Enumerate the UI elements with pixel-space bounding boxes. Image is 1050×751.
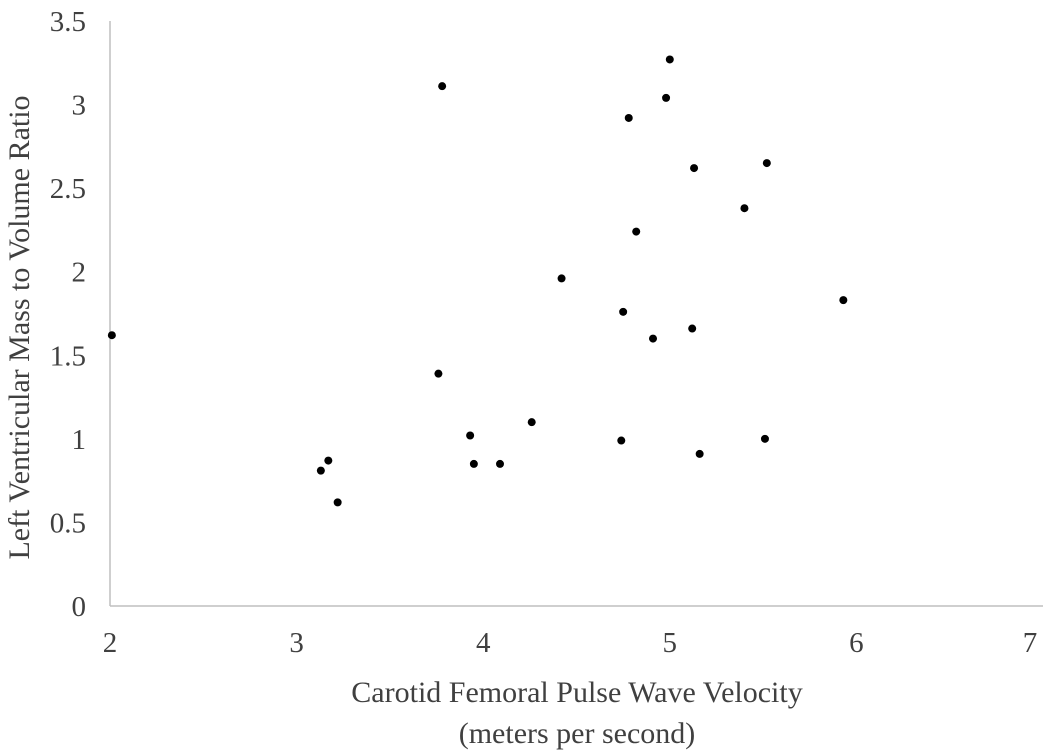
x-axis-title-line-2: (meters per second) [459,717,696,750]
x-tick-label: 4 [476,627,491,659]
data-point [333,498,342,507]
y-tick-label: 2.5 [50,173,86,205]
data-points [107,55,848,507]
data-point [762,159,771,168]
data-point [688,324,697,333]
data-point [649,334,658,343]
x-tick-label: 5 [663,627,678,659]
y-axis-title: Left Ventricular Mass to Volume Ratio [3,95,36,559]
data-point [527,418,536,427]
y-tick-label: 3.5 [50,6,86,38]
data-point [469,459,478,468]
x-tick-label: 3 [289,627,304,659]
data-point [760,434,769,443]
data-point [107,331,116,340]
x-tick-labels: 2 3 4 5 6 7 [103,627,1038,659]
data-point [324,456,333,465]
data-point [438,82,447,91]
y-tick-label: 1.5 [50,340,86,372]
data-point [316,466,325,475]
data-point [665,55,674,64]
y-tick-label: 2 [72,257,87,289]
x-tick-label: 7 [1023,627,1038,659]
data-point [662,93,671,102]
data-point [466,431,475,440]
y-tick-labels: 0 0.5 1 1.5 2 2.5 3 3.5 [50,6,86,623]
data-point [495,459,504,468]
y-tick-label: 0.5 [50,507,86,539]
y-tick-label: 3 [72,90,87,122]
data-point [690,164,699,173]
x-tick-label: 2 [103,627,118,659]
data-point [839,296,848,305]
data-point [695,449,704,458]
data-point [617,436,626,445]
data-point [632,227,641,236]
x-axis-title-line-1: Carotid Femoral Pulse Wave Velocity [351,676,802,709]
y-tick-label: 0 [72,591,87,623]
data-point [740,204,749,213]
data-point [434,369,443,378]
x-tick-label: 6 [849,627,864,659]
y-tick-label: 1 [72,424,87,456]
data-point [619,307,628,316]
data-point [624,113,633,122]
data-point [557,274,566,283]
